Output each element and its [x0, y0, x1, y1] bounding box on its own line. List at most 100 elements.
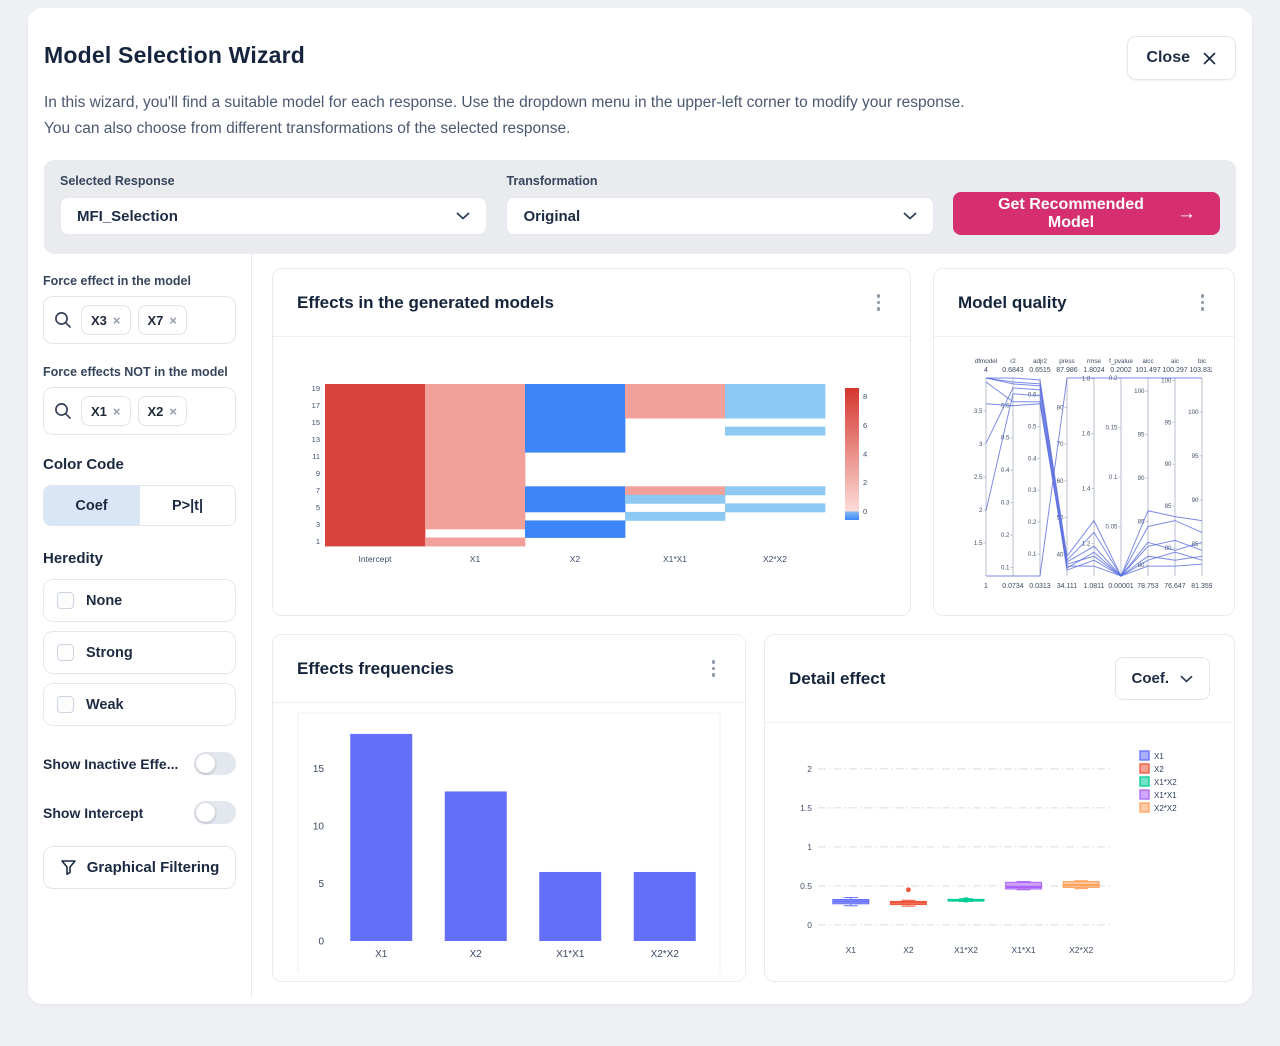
svg-text:0.1: 0.1	[1028, 551, 1037, 558]
force-in-input[interactable]: X3 × X7 ×	[43, 296, 236, 344]
svg-text:f_pvalue: f_pvalue	[1109, 358, 1133, 365]
heredity-heading: Heredity	[43, 550, 104, 567]
svg-text:90: 90	[1192, 497, 1199, 504]
svg-text:press: press	[1059, 358, 1074, 365]
checkbox-none[interactable]	[57, 592, 74, 609]
svg-text:X1: X1	[375, 949, 388, 960]
kebab-menu-icon[interactable]	[706, 654, 722, 683]
svg-text:X2*X2: X2*X2	[763, 554, 787, 564]
svg-text:X2: X2	[570, 554, 581, 564]
svg-text:X1*X1: X1*X1	[1154, 791, 1177, 800]
heredity-option-none[interactable]: None	[43, 579, 236, 622]
svg-text:100: 100	[1188, 409, 1199, 416]
svg-text:bic: bic	[1198, 358, 1206, 365]
svg-text:1.4: 1.4	[1082, 485, 1091, 492]
transformation-select[interactable]: Original	[506, 197, 934, 235]
close-button-label: Close	[1146, 49, 1190, 66]
effects-frequencies-title: Effects frequencies	[297, 658, 454, 678]
svg-text:0.3: 0.3	[1028, 487, 1037, 494]
heredity-option-weak[interactable]: Weak	[43, 683, 236, 726]
show-intercept-toggle[interactable]	[194, 801, 236, 824]
model-quality-parallel-coordinates-chart[interactable]: dfmodel 4 1 1.5 2 2.5 3 3.5 r2 0.6843 0.0734 0.1 0.2…	[956, 354, 1212, 598]
close-button[interactable]: Close	[1127, 36, 1236, 80]
kebab-menu-icon[interactable]	[1195, 288, 1211, 317]
svg-text:17: 17	[312, 401, 320, 410]
svg-text:95: 95	[1192, 453, 1199, 460]
graphical-filtering-button[interactable]: Graphical Filtering	[43, 846, 236, 889]
show-intercept-label: Show Intercept	[43, 804, 144, 821]
svg-text:19: 19	[312, 384, 320, 393]
chevron-down-icon	[903, 212, 917, 220]
force-in-label: Force effect in the model	[43, 274, 191, 288]
detail-effect-box-plot[interactable]: 0 0.5 1 1.5 2 X1 X2 X1*X2 X1*X1 X2*X2 X1 X2 X1*X2 X1*…	[788, 735, 1211, 969]
transformation-field: Transformation Original	[506, 174, 934, 235]
svg-text:0.6: 0.6	[1001, 402, 1010, 409]
svg-text:100.297: 100.297	[1162, 367, 1187, 374]
checkbox-strong[interactable]	[57, 644, 74, 661]
effects-frequencies-bar-chart[interactable]: 0 5 10 15 X1 X2 X1*X1 X2*X2	[294, 711, 724, 973]
svg-text:0.3: 0.3	[1001, 500, 1010, 507]
svg-text:85: 85	[1138, 519, 1145, 526]
toggle-knob	[196, 803, 215, 822]
kebab-menu-icon[interactable]	[871, 288, 887, 317]
svg-text:3: 3	[316, 520, 320, 529]
chip-remove-icon[interactable]: ×	[169, 312, 177, 328]
svg-text:0.2002: 0.2002	[1110, 367, 1132, 374]
effects-models-title: Effects in the generated models	[297, 292, 554, 312]
svg-text:4: 4	[863, 450, 867, 459]
svg-text:0.00001: 0.00001	[1108, 583, 1133, 590]
svg-text:0.0734: 0.0734	[1002, 583, 1024, 590]
checkbox-weak[interactable]	[57, 696, 74, 713]
svg-text:80: 80	[1138, 562, 1145, 569]
selected-response-select[interactable]: MFI_Selection	[60, 197, 488, 235]
color-code-option-coef[interactable]: Coef	[44, 486, 139, 525]
chip-x2[interactable]: X2 ×	[137, 396, 187, 426]
heredity-strong-label: Strong	[86, 644, 133, 661]
model-quality-title: Model quality	[958, 292, 1067, 312]
chip-remove-icon[interactable]: ×	[112, 403, 121, 419]
effects-heatmap-chart[interactable]: 19 17 15 13 11 9 7 5 3 1 Intercept X1 X2 X1*X1 X2*X2 8 6…	[299, 376, 884, 576]
show-inactive-toggle[interactable]	[194, 752, 236, 775]
svg-text:1.5: 1.5	[800, 803, 812, 813]
svg-text:dfmodel: dfmodel	[975, 358, 997, 365]
chip-remove-icon[interactable]: ×	[112, 312, 121, 328]
svg-text:X2*X2: X2*X2	[1069, 945, 1093, 955]
toggle-knob	[196, 754, 215, 773]
svg-text:85: 85	[1165, 503, 1172, 510]
get-recommended-model-button[interactable]: Get Recommended Model →	[952, 192, 1220, 235]
svg-text:70: 70	[1057, 441, 1064, 448]
svg-text:X2*X2: X2*X2	[1154, 804, 1177, 813]
svg-text:80: 80	[1057, 404, 1064, 411]
svg-text:1: 1	[984, 583, 988, 590]
svg-text:5: 5	[316, 503, 320, 512]
svg-text:0.5: 0.5	[1001, 435, 1010, 442]
detail-effect-mode-select[interactable]: Coef.	[1114, 657, 1210, 700]
svg-text:103.832: 103.832	[1189, 367, 1212, 374]
page-title: Model Selection Wizard	[44, 42, 306, 68]
chip-x1[interactable]: X1 ×	[81, 396, 131, 426]
heredity-option-strong[interactable]: Strong	[43, 631, 236, 674]
svg-text:aicc: aicc	[1142, 358, 1153, 365]
color-code-option-pt[interactable]: P>|t|	[139, 486, 235, 525]
detail-effect-mode-value: Coef.	[1131, 670, 1170, 687]
arrow-right-icon: →	[1177, 203, 1196, 224]
chip-x7[interactable]: X7 ×	[137, 305, 187, 335]
svg-text:2: 2	[979, 507, 983, 514]
svg-text:90: 90	[1138, 475, 1145, 482]
svg-text:0.2: 0.2	[1028, 519, 1037, 526]
svg-text:0.5: 0.5	[1028, 423, 1037, 430]
svg-text:adjr2: adjr2	[1033, 358, 1048, 365]
chip-x3[interactable]: X3 ×	[81, 305, 131, 335]
svg-text:60: 60	[1057, 478, 1064, 485]
svg-text:15: 15	[312, 418, 320, 427]
force-out-input[interactable]: X1 × X2 ×	[43, 387, 236, 435]
close-icon	[1203, 52, 1216, 64]
svg-text:0: 0	[807, 920, 812, 930]
svg-text:90: 90	[1165, 461, 1172, 468]
svg-text:95: 95	[1138, 432, 1145, 439]
chip-remove-icon[interactable]: ×	[169, 403, 177, 419]
wizard-description-line1: In this wizard, you'll find a suitable m…	[44, 94, 965, 111]
charts-area: Effects in the generated models 19 17 15 13…	[252, 254, 1252, 998]
transformation-value: Original	[523, 207, 581, 225]
svg-text:1.8: 1.8	[1082, 376, 1091, 383]
